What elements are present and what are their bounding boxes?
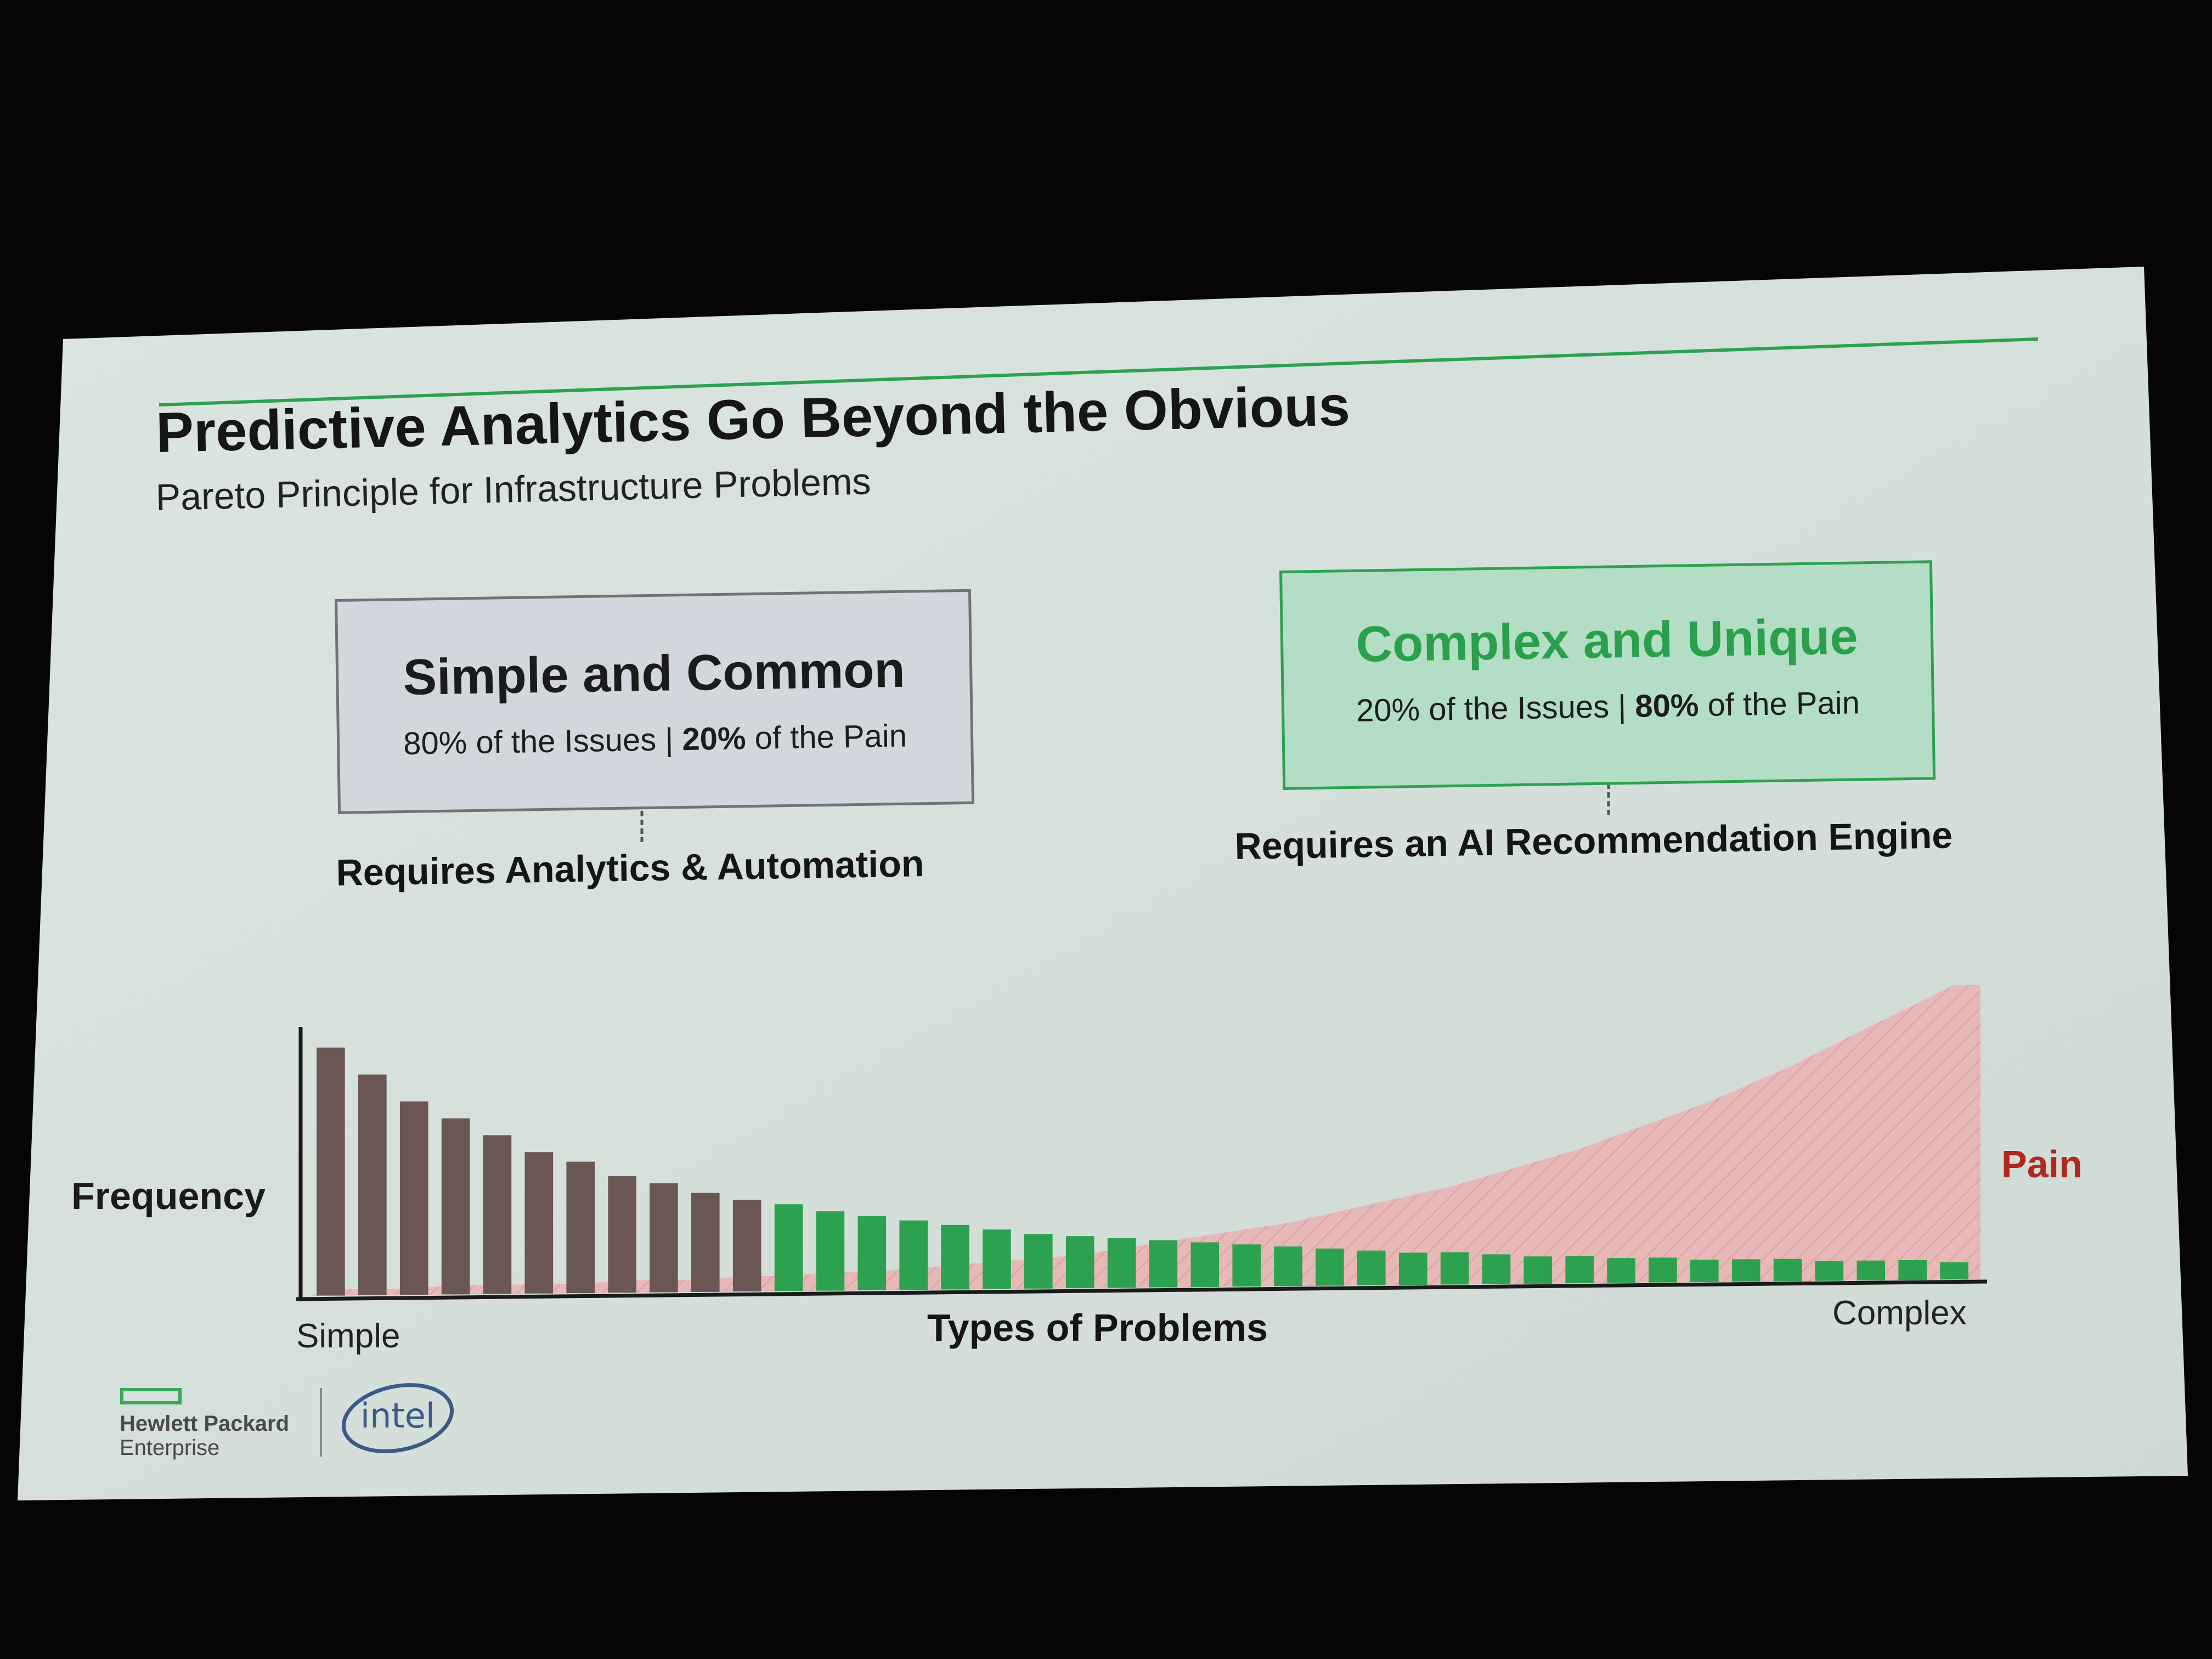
- frequency-bar: [1357, 1250, 1386, 1285]
- complex-issues-text: 20% of the Issues: [1356, 689, 1610, 729]
- frequency-bar: [1649, 1257, 1677, 1283]
- frequency-bar: [524, 1152, 554, 1294]
- frequency-bar: [1815, 1261, 1844, 1281]
- frequency-bar: [399, 1101, 428, 1295]
- frequency-bars: [317, 1047, 1968, 1296]
- frequency-bar: [1440, 1252, 1469, 1285]
- frequency-bar: [1857, 1260, 1886, 1280]
- hpe-logo-icon: [120, 1388, 182, 1404]
- frequency-bar: [317, 1047, 345, 1296]
- frequency-bar: [1274, 1246, 1302, 1286]
- frequency-bar: [857, 1216, 887, 1290]
- frequency-bar: [1565, 1256, 1594, 1284]
- frequency-bar: [1398, 1252, 1427, 1285]
- frequency-bar: [1773, 1259, 1802, 1282]
- frequency-bar: [732, 1199, 761, 1292]
- frequency-bar: [1482, 1254, 1511, 1284]
- frequency-bar: [1149, 1240, 1178, 1288]
- simple-and-common-box: Simple and Common 80% of the Issues | 20…: [335, 589, 975, 814]
- frequency-bar: [1024, 1234, 1053, 1289]
- simple-separator: |: [656, 721, 683, 758]
- intel-logo-text: intel: [360, 1396, 435, 1436]
- frequency-bar: [358, 1074, 387, 1295]
- x-axis-end-label: Complex: [1832, 1294, 1967, 1332]
- frequency-bar: [1316, 1248, 1344, 1286]
- frequency-bar: [1940, 1262, 1968, 1280]
- frequency-bar: [1523, 1256, 1553, 1284]
- complex-box-subtext: 20% of the Issues | 80% of the Pain: [1284, 683, 1932, 730]
- frequency-bar: [1232, 1244, 1261, 1287]
- simple-box-subtext: 80% of the Issues | 20% of the Pain: [340, 716, 971, 763]
- x-axis-label: Types of Problems: [927, 1306, 1268, 1349]
- frequency-bar: [691, 1193, 720, 1292]
- frequency-bar: [1731, 1259, 1760, 1282]
- hpe-name-line2: Enterprise: [120, 1436, 220, 1460]
- frequency-bar: [1190, 1242, 1220, 1287]
- x-axis: [296, 1279, 1988, 1301]
- intel-logo-icon: intel: [341, 1383, 454, 1453]
- pareto-chart: [296, 985, 1988, 1301]
- frequency-bar: [774, 1204, 803, 1291]
- frequency-bar: [899, 1220, 928, 1290]
- frequency-bar: [483, 1135, 512, 1294]
- frequency-bar: [650, 1183, 678, 1293]
- complex-pain-text: of the Pain: [1698, 685, 1860, 724]
- x-axis-start-label: Simple: [296, 1317, 400, 1355]
- frequency-bar: [566, 1161, 595, 1294]
- frequency-bar: [1898, 1260, 1927, 1280]
- complex-separator: |: [1609, 688, 1635, 725]
- pain-label: Pain: [2001, 1143, 2083, 1186]
- frequency-bar: [1065, 1236, 1094, 1289]
- hpe-name-line1: Hewlett Packard: [120, 1412, 290, 1436]
- simple-pain-text: of the Pain: [746, 718, 907, 757]
- complex-box-heading: Complex and Unique: [1355, 608, 1859, 673]
- frequency-bar: [816, 1211, 845, 1291]
- frequency-bar: [1107, 1238, 1136, 1288]
- complex-and-unique-box: Complex and Unique 20% of the Issues | 8…: [1279, 560, 1936, 790]
- simple-issues-text: 80% of the Issues: [403, 721, 657, 762]
- y-axis-label: Frequency: [71, 1175, 266, 1217]
- simple-pain-percent: 20%: [681, 720, 747, 758]
- frequency-bar: [1690, 1260, 1719, 1282]
- frequency-bar: [983, 1229, 1011, 1289]
- frequency-bar: [608, 1176, 636, 1293]
- pain-area: [310, 985, 1980, 1296]
- frequency-bar: [441, 1118, 470, 1295]
- frequency-bar: [941, 1224, 969, 1290]
- frequency-bar: [1607, 1258, 1635, 1283]
- simple-box-heading: Simple and Common: [402, 641, 906, 706]
- complex-pain-percent: 80%: [1634, 687, 1699, 724]
- top-rule: [159, 337, 2039, 407]
